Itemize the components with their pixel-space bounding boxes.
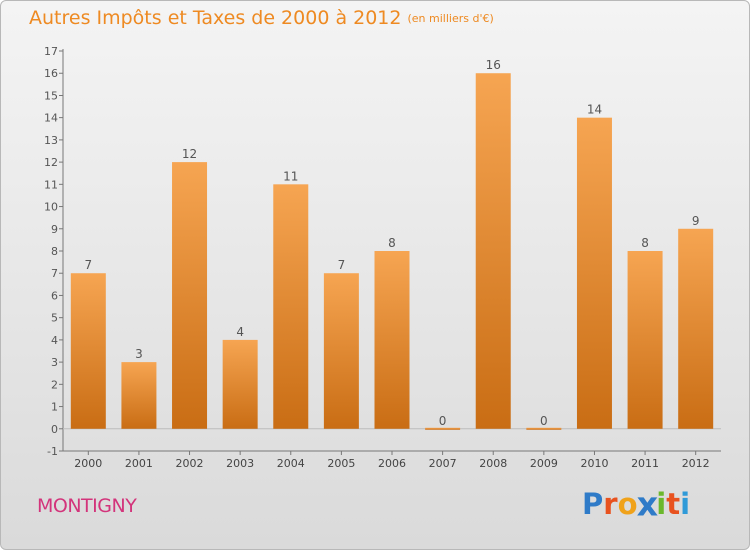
chart-title-text: Autres Impôts et Taxes de 2000 à 2012 bbox=[29, 7, 402, 29]
y-tick-label: -1 bbox=[47, 445, 58, 458]
y-tick-label: 3 bbox=[51, 356, 58, 369]
y-tick-label: 0 bbox=[51, 423, 58, 436]
logo-letter: x bbox=[636, 484, 658, 524]
x-tick-label-2005: 2005 bbox=[327, 457, 355, 470]
chart-unit: (en milliers d'€) bbox=[407, 12, 494, 25]
logo-letter: i bbox=[680, 487, 691, 521]
bar-2006[interactable] bbox=[374, 251, 410, 429]
y-tick-label: 2 bbox=[51, 378, 58, 391]
chart-x-tick-labels: 2000 2001 2002 2003 2004 2005 2006 2007 2008 2009… bbox=[74, 451, 710, 470]
y-tick-label: 12 bbox=[44, 156, 58, 169]
data-label-2005: 7 bbox=[338, 258, 346, 272]
y-tick-label: 15 bbox=[44, 89, 58, 102]
chart-data-labels: 7 3 12 4 11 7 8 0 16 0 14 8 9 bbox=[84, 58, 699, 428]
bar-2010[interactable] bbox=[576, 117, 612, 429]
bar-2000[interactable] bbox=[70, 273, 106, 429]
data-label-2011: 8 bbox=[641, 236, 649, 250]
logo-letter: r bbox=[603, 487, 618, 521]
chart-title: Autres Impôts et Taxes de 2000 à 2012 (en… bbox=[29, 7, 494, 29]
x-tick-label-2009: 2009 bbox=[530, 457, 558, 470]
data-label-2008: 16 bbox=[486, 58, 501, 72]
x-tick-label-2011: 2011 bbox=[631, 457, 659, 470]
y-tick-label: 6 bbox=[51, 289, 58, 302]
bar-2003[interactable] bbox=[222, 339, 258, 429]
data-label-2000: 7 bbox=[84, 258, 92, 272]
y-tick-label: 11 bbox=[44, 178, 58, 191]
y-tick-label: 17 bbox=[44, 45, 58, 58]
logo-letter: t bbox=[666, 487, 681, 521]
y-tick-label: 1 bbox=[51, 401, 58, 414]
bar-2004[interactable] bbox=[273, 184, 309, 429]
bar-2012[interactable] bbox=[678, 228, 714, 429]
y-tick-label: 13 bbox=[44, 134, 58, 147]
bar-2011[interactable] bbox=[627, 251, 663, 429]
x-tick-label-2000: 2000 bbox=[74, 457, 102, 470]
proxiti-logo[interactable]: Proxiti bbox=[582, 484, 691, 524]
y-tick-label: 7 bbox=[51, 267, 58, 280]
data-label-2009: 0 bbox=[540, 414, 548, 428]
x-tick-label-2010: 2010 bbox=[580, 457, 608, 470]
x-tick-label-2012: 2012 bbox=[682, 457, 710, 470]
data-label-2012: 9 bbox=[692, 214, 700, 228]
bar-2001[interactable] bbox=[121, 362, 157, 429]
chart-bars bbox=[70, 73, 714, 430]
y-tick-label: 4 bbox=[51, 334, 58, 347]
y-tick-label: 8 bbox=[51, 245, 58, 258]
x-tick-label-2004: 2004 bbox=[277, 457, 305, 470]
x-tick-label-2002: 2002 bbox=[176, 457, 204, 470]
bar-2007[interactable] bbox=[425, 427, 461, 430]
data-label-2006: 8 bbox=[388, 236, 396, 250]
x-tick-label-2007: 2007 bbox=[429, 457, 457, 470]
bar-2005[interactable] bbox=[323, 273, 359, 429]
x-tick-label-2001: 2001 bbox=[125, 457, 153, 470]
data-label-2001: 3 bbox=[135, 347, 143, 361]
y-tick-label: 9 bbox=[51, 223, 58, 236]
data-label-2010: 14 bbox=[587, 103, 602, 117]
y-tick-label: 16 bbox=[44, 67, 58, 80]
x-tick-label-2006: 2006 bbox=[378, 457, 406, 470]
data-label-2003: 4 bbox=[236, 325, 244, 339]
data-label-2007: 0 bbox=[439, 414, 447, 428]
bar-2009[interactable] bbox=[526, 427, 562, 430]
commune-name: MONTIGNY bbox=[37, 495, 137, 517]
x-tick-label-2008: 2008 bbox=[479, 457, 507, 470]
y-tick-label: 10 bbox=[44, 201, 58, 214]
y-tick-label: 14 bbox=[44, 112, 58, 125]
bar-2002[interactable] bbox=[172, 162, 208, 429]
bar-2008[interactable] bbox=[475, 73, 511, 429]
x-tick-label-2003: 2003 bbox=[226, 457, 254, 470]
y-tick-label: 5 bbox=[51, 312, 58, 325]
data-label-2004: 11 bbox=[283, 169, 298, 183]
logo-letter: o bbox=[617, 487, 638, 521]
logo-letter: i bbox=[656, 487, 667, 521]
data-label-2002: 12 bbox=[182, 147, 197, 161]
logo-letter: P bbox=[582, 487, 604, 521]
